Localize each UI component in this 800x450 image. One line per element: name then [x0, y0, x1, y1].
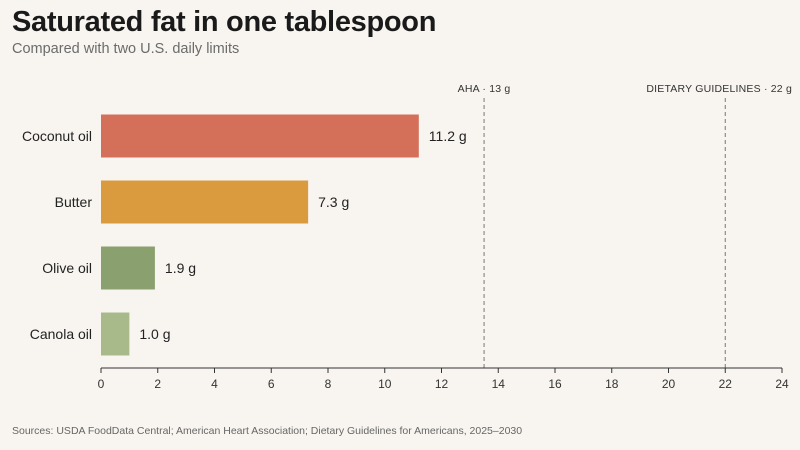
x-tick-label: 18	[605, 377, 619, 391]
x-tick-label: 16	[548, 377, 562, 391]
category-label: Olive oil	[42, 260, 92, 276]
category-label: Butter	[55, 194, 93, 210]
x-tick-label: 24	[775, 377, 789, 391]
x-tick-label: 8	[325, 377, 332, 391]
x-tick-label: 2	[154, 377, 161, 391]
value-label: 1.0 g	[139, 326, 170, 342]
x-tick-label: 10	[378, 377, 392, 391]
bar-butter	[101, 180, 309, 224]
bar-canola-oil	[101, 312, 130, 356]
source-note: Sources: USDA FoodData Central; American…	[12, 425, 523, 437]
value-label: 7.3 g	[318, 194, 349, 210]
category-label: Canola oil	[30, 326, 92, 342]
x-tick-label: 22	[719, 377, 733, 391]
x-tick-label: 12	[435, 377, 449, 391]
bar-olive-oil	[101, 246, 155, 290]
bar-coconut-oil	[101, 114, 419, 158]
chart-subtitle: Compared with two U.S. daily limits	[12, 41, 240, 57]
x-tick-label: 6	[268, 377, 275, 391]
category-label: Coconut oil	[22, 128, 92, 144]
x-tick-label: 14	[492, 377, 506, 391]
value-label: 11.2 g	[429, 128, 467, 144]
chart-title: Saturated fat in one tablespoon	[12, 6, 437, 38]
x-tick-label: 20	[662, 377, 676, 391]
reference-label: DIETARY GUIDELINES · 22 g	[646, 83, 792, 95]
value-label: 1.9 g	[165, 260, 196, 276]
reference-label: AHA · 13 g	[458, 83, 511, 95]
x-tick-label: 4	[211, 377, 218, 391]
x-tick-label: 0	[98, 377, 105, 391]
